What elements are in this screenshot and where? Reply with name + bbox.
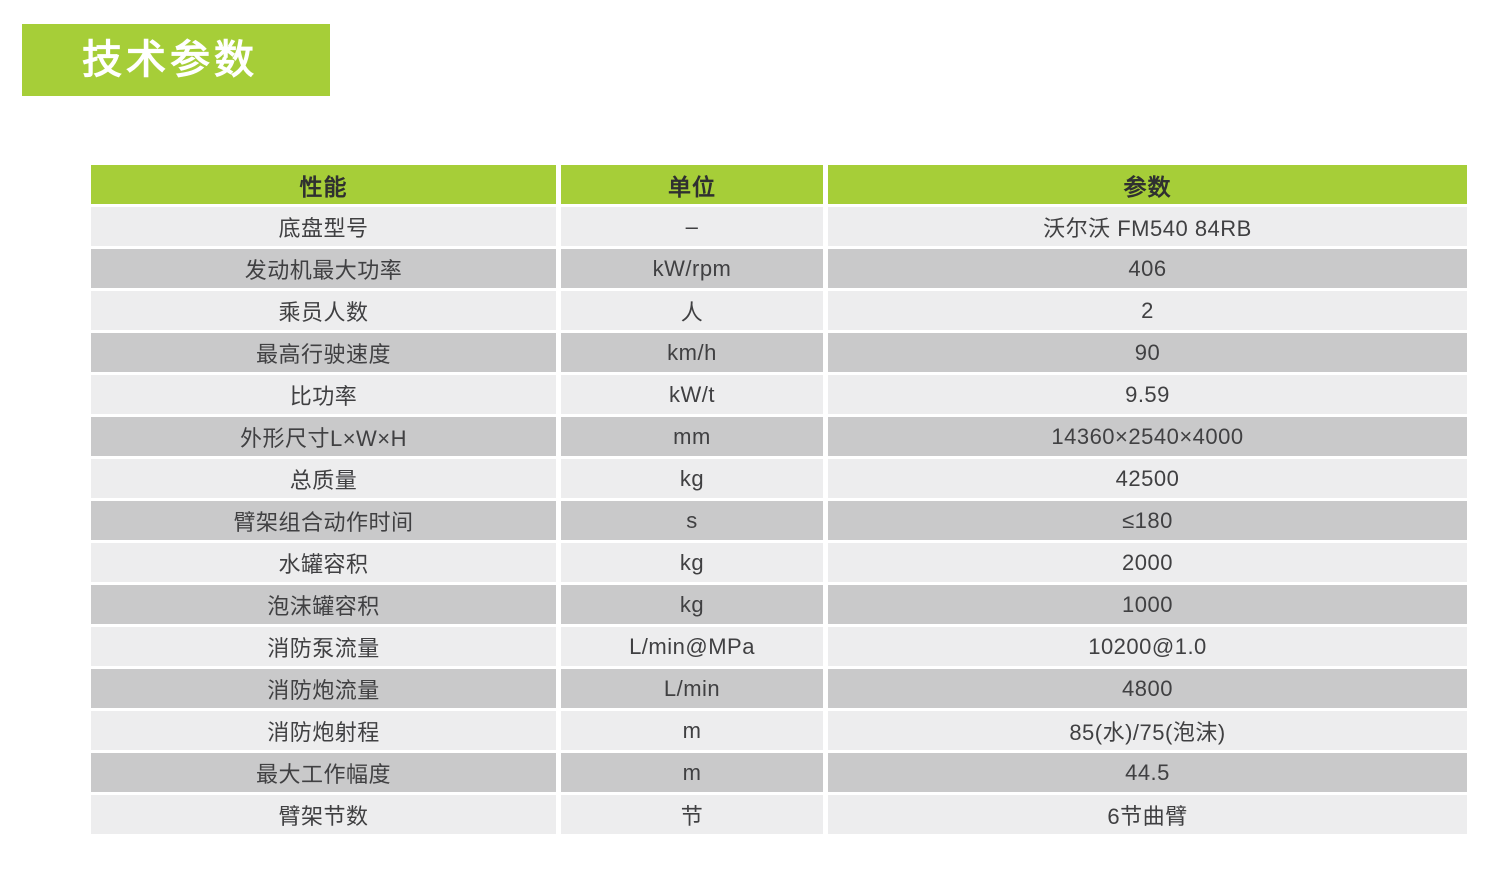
spec-name-cell: 臂架节数 [91, 795, 556, 834]
spec-value-cell: 沃尔沃 FM540 84RB [828, 207, 1467, 246]
table-row: 消防泵流量 L/min@MPa 10200@1.0 [91, 627, 1467, 666]
spec-unit-cell: kg [561, 585, 823, 624]
col-header-parameter: 参数 [828, 165, 1467, 204]
spec-value-cell: 85(水)/75(泡沫) [828, 711, 1467, 750]
spec-name-cell: 最大工作幅度 [91, 753, 556, 792]
spec-name-cell: 臂架组合动作时间 [91, 501, 556, 540]
spec-unit-cell: L/min@MPa [561, 627, 823, 666]
spec-unit-cell: mm [561, 417, 823, 456]
spec-unit-cell: kg [561, 543, 823, 582]
spec-value-cell: 10200@1.0 [828, 627, 1467, 666]
spec-value-cell: 44.5 [828, 753, 1467, 792]
spec-unit-cell: km/h [561, 333, 823, 372]
spec-name-cell: 乘员人数 [91, 291, 556, 330]
spec-value-cell: 90 [828, 333, 1467, 372]
spec-table: 性能 单位 参数 底盘型号 – 沃尔沃 FM540 84RB 发动机最大功率 k… [86, 162, 1472, 837]
spec-name-cell: 发动机最大功率 [91, 249, 556, 288]
spec-value-cell: 14360×2540×4000 [828, 417, 1467, 456]
table-header-row: 性能 单位 参数 [91, 165, 1467, 204]
spec-unit-cell: kW/t [561, 375, 823, 414]
page-title: 技术参数 [82, 38, 258, 82]
spec-name-cell: 消防泵流量 [91, 627, 556, 666]
spec-unit-cell: 节 [561, 795, 823, 834]
spec-unit-cell: kg [561, 459, 823, 498]
table-row: 消防炮流量 L/min 4800 [91, 669, 1467, 708]
table-row: 水罐容积 kg 2000 [91, 543, 1467, 582]
table-row: 乘员人数 人 2 [91, 291, 1467, 330]
spec-value-cell: 6节曲臂 [828, 795, 1467, 834]
spec-unit-cell: – [561, 207, 823, 246]
table-row: 消防炮射程 m 85(水)/75(泡沫) [91, 711, 1467, 750]
spec-name-cell: 水罐容积 [91, 543, 556, 582]
table-row: 最大工作幅度 m 44.5 [91, 753, 1467, 792]
spec-name-cell: 最高行驶速度 [91, 333, 556, 372]
spec-unit-cell: m [561, 711, 823, 750]
table-row: 臂架组合动作时间 s ≤180 [91, 501, 1467, 540]
spec-value-cell: 2 [828, 291, 1467, 330]
page-title-banner: 技术参数 [22, 24, 330, 96]
table-row: 泡沫罐容积 kg 1000 [91, 585, 1467, 624]
spec-unit-cell: L/min [561, 669, 823, 708]
table-row: 臂架节数 节 6节曲臂 [91, 795, 1467, 834]
spec-value-cell: 406 [828, 249, 1467, 288]
spec-name-cell: 总质量 [91, 459, 556, 498]
spec-name-cell: 消防炮流量 [91, 669, 556, 708]
spec-value-cell: 2000 [828, 543, 1467, 582]
table-row: 发动机最大功率 kW/rpm 406 [91, 249, 1467, 288]
spec-unit-cell: 人 [561, 291, 823, 330]
table-row: 外形尺寸L×W×H mm 14360×2540×4000 [91, 417, 1467, 456]
spec-value-cell: 1000 [828, 585, 1467, 624]
col-header-performance: 性能 [91, 165, 556, 204]
table-row: 底盘型号 – 沃尔沃 FM540 84RB [91, 207, 1467, 246]
spec-name-cell: 外形尺寸L×W×H [91, 417, 556, 456]
col-header-unit: 单位 [561, 165, 823, 204]
spec-name-cell: 底盘型号 [91, 207, 556, 246]
table-row: 最高行驶速度 km/h 90 [91, 333, 1467, 372]
spec-unit-cell: m [561, 753, 823, 792]
spec-value-cell: 42500 [828, 459, 1467, 498]
spec-value-cell: 9.59 [828, 375, 1467, 414]
spec-value-cell: 4800 [828, 669, 1467, 708]
spec-unit-cell: s [561, 501, 823, 540]
spec-unit-cell: kW/rpm [561, 249, 823, 288]
spec-name-cell: 消防炮射程 [91, 711, 556, 750]
table-row: 总质量 kg 42500 [91, 459, 1467, 498]
spec-value-cell: ≤180 [828, 501, 1467, 540]
table-row: 比功率 kW/t 9.59 [91, 375, 1467, 414]
spec-name-cell: 泡沫罐容积 [91, 585, 556, 624]
spec-name-cell: 比功率 [91, 375, 556, 414]
